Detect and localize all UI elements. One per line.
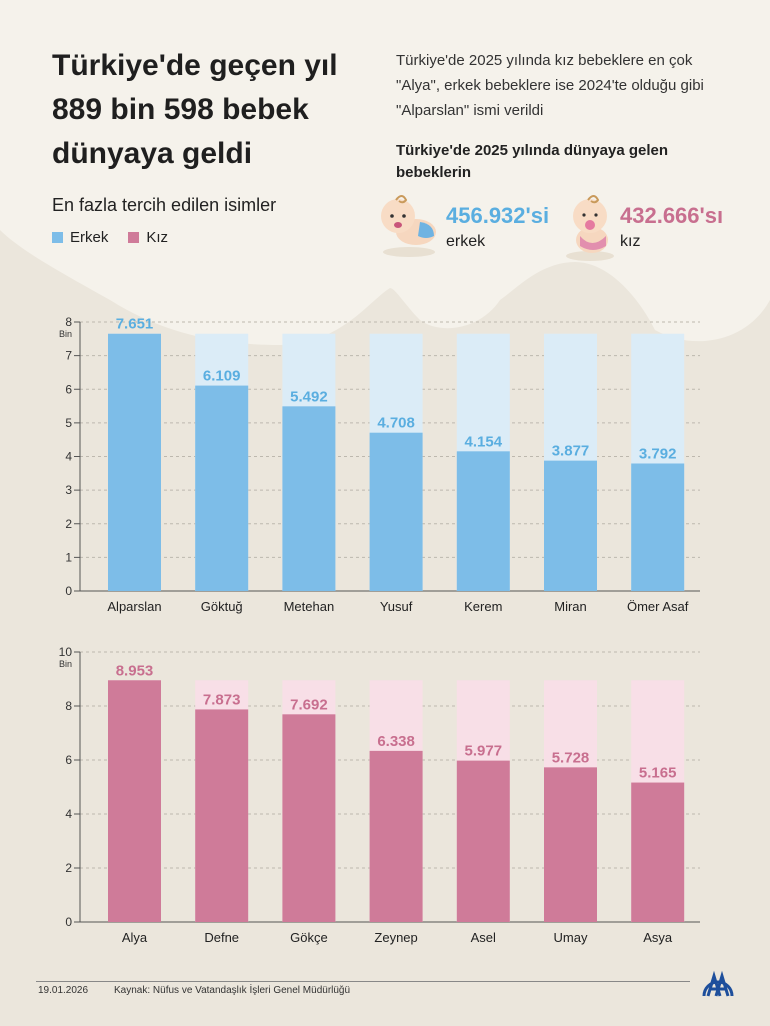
girls-ytick-label: 8: [65, 699, 72, 713]
girls-ytick-label: 10: [59, 645, 73, 659]
boys-bar: [282, 406, 336, 591]
baby-girl-icon: [566, 195, 614, 261]
girls-bar: [282, 714, 336, 922]
boys-label: erkek: [446, 233, 486, 250]
boys-data-label: 4.708: [377, 415, 415, 432]
aa-logo: [702, 970, 734, 997]
girls-category-label: Gökçe: [290, 930, 328, 945]
legend-item-girls: Kız: [128, 229, 168, 246]
boys-bar: [108, 333, 161, 591]
boys-bar: [456, 451, 510, 591]
girls-data-label: 6.338: [377, 733, 415, 750]
boys-data-label: 3.792: [639, 445, 677, 462]
girls-category-label: Defne: [204, 930, 239, 945]
girls-bar: [369, 750, 423, 922]
boys-data-label: 5.492: [290, 388, 328, 405]
boys-ytick-label: 3: [65, 483, 72, 497]
girls-ytick-label: 2: [65, 861, 72, 875]
girls-data-label: 7.873: [203, 691, 241, 708]
girls-label: kız: [620, 233, 641, 250]
boys-ytick-label: 6: [65, 382, 72, 396]
legend-item-boys: Erkek: [52, 229, 108, 246]
page-title: Türkiye'de geçen yıl 889 bin 598 bebek d…: [52, 49, 338, 170]
girls-data-label: 5.728: [552, 749, 590, 766]
footer-date: 19.01.2026: [38, 985, 89, 996]
girls-ytick-label: 6: [65, 753, 72, 767]
boys-bar: [544, 460, 597, 591]
girls-data-label: 8.953: [116, 662, 154, 679]
girls-bar: [544, 767, 597, 922]
boys-bar: [195, 385, 249, 591]
footer-source: Kaynak: Nüfus ve Vatandaşlık İşleri Gene…: [114, 985, 351, 996]
girls-ytick-label: 4: [65, 807, 72, 821]
girls-data-label: 7.692: [290, 696, 328, 713]
boys-data-label: 6.109: [203, 368, 241, 385]
boys-ytick-label: 0: [65, 584, 72, 598]
stats-subtitle: Türkiye'de 2025 yılında dünyaya gelen be…: [396, 142, 669, 181]
legend-label-girls: Kız: [146, 229, 169, 246]
legend-label-boys: Erkek: [70, 229, 109, 246]
boys-data-label: 7.651: [116, 316, 154, 333]
boys-bar: [631, 463, 685, 591]
girls-data-label: 5.165: [639, 765, 677, 782]
legend: Erkek Kız: [52, 229, 168, 246]
boys-yaxis-unit: Bin: [59, 329, 72, 339]
boys-bar: [369, 432, 423, 591]
boys-ytick-label: 2: [65, 517, 72, 531]
girls-category-label: Umay: [554, 930, 588, 945]
boys-ytick-label: 1: [65, 550, 72, 564]
boys-category-label: Yusuf: [380, 599, 413, 614]
boys-category-label: Kerem: [464, 599, 502, 614]
girls-category-label: Alya: [122, 930, 148, 945]
boys-count: 456.932'si: [446, 203, 550, 228]
boys-data-label: 3.877: [552, 443, 590, 460]
girls-category-label: Zeynep: [374, 930, 417, 945]
boys-ytick-label: 4: [65, 450, 72, 464]
boys-category-label: Alparslan: [107, 599, 161, 614]
boys-ytick-label: 5: [65, 416, 72, 430]
girls-ytick-label: 0: [65, 915, 72, 929]
boys-data-label: 4.154: [465, 433, 503, 450]
boys-category-label: Metehan: [284, 599, 335, 614]
girls-category-label: Asya: [643, 930, 673, 945]
boys-category-label: Göktuğ: [201, 599, 243, 614]
girls-bar: [108, 680, 161, 922]
legend-swatch-girls: [128, 232, 140, 243]
girls-bar: [456, 760, 510, 922]
boys-category-label: Ömer Asaf: [627, 599, 689, 614]
intro-text: Türkiye'de 2025 yılında kız bebeklere en…: [396, 52, 704, 119]
girls-data-label: 5.977: [465, 743, 503, 760]
girls-count: 432.666'sı: [620, 203, 724, 228]
girls-bar: [631, 782, 685, 922]
legend-swatch-boys: [52, 232, 63, 243]
boys-ytick-label: 8: [65, 315, 72, 329]
girls-bar: [195, 709, 249, 922]
baby-boy-icon: [381, 195, 436, 257]
boys-category-label: Miran: [554, 599, 587, 614]
footer-divider: [36, 981, 690, 982]
girls-yaxis-unit: Bin: [59, 659, 72, 669]
girls-category-label: Asel: [471, 930, 496, 945]
boys-ytick-label: 7: [65, 349, 72, 363]
section-label: En fazla tercih edilen isimler: [52, 195, 277, 215]
